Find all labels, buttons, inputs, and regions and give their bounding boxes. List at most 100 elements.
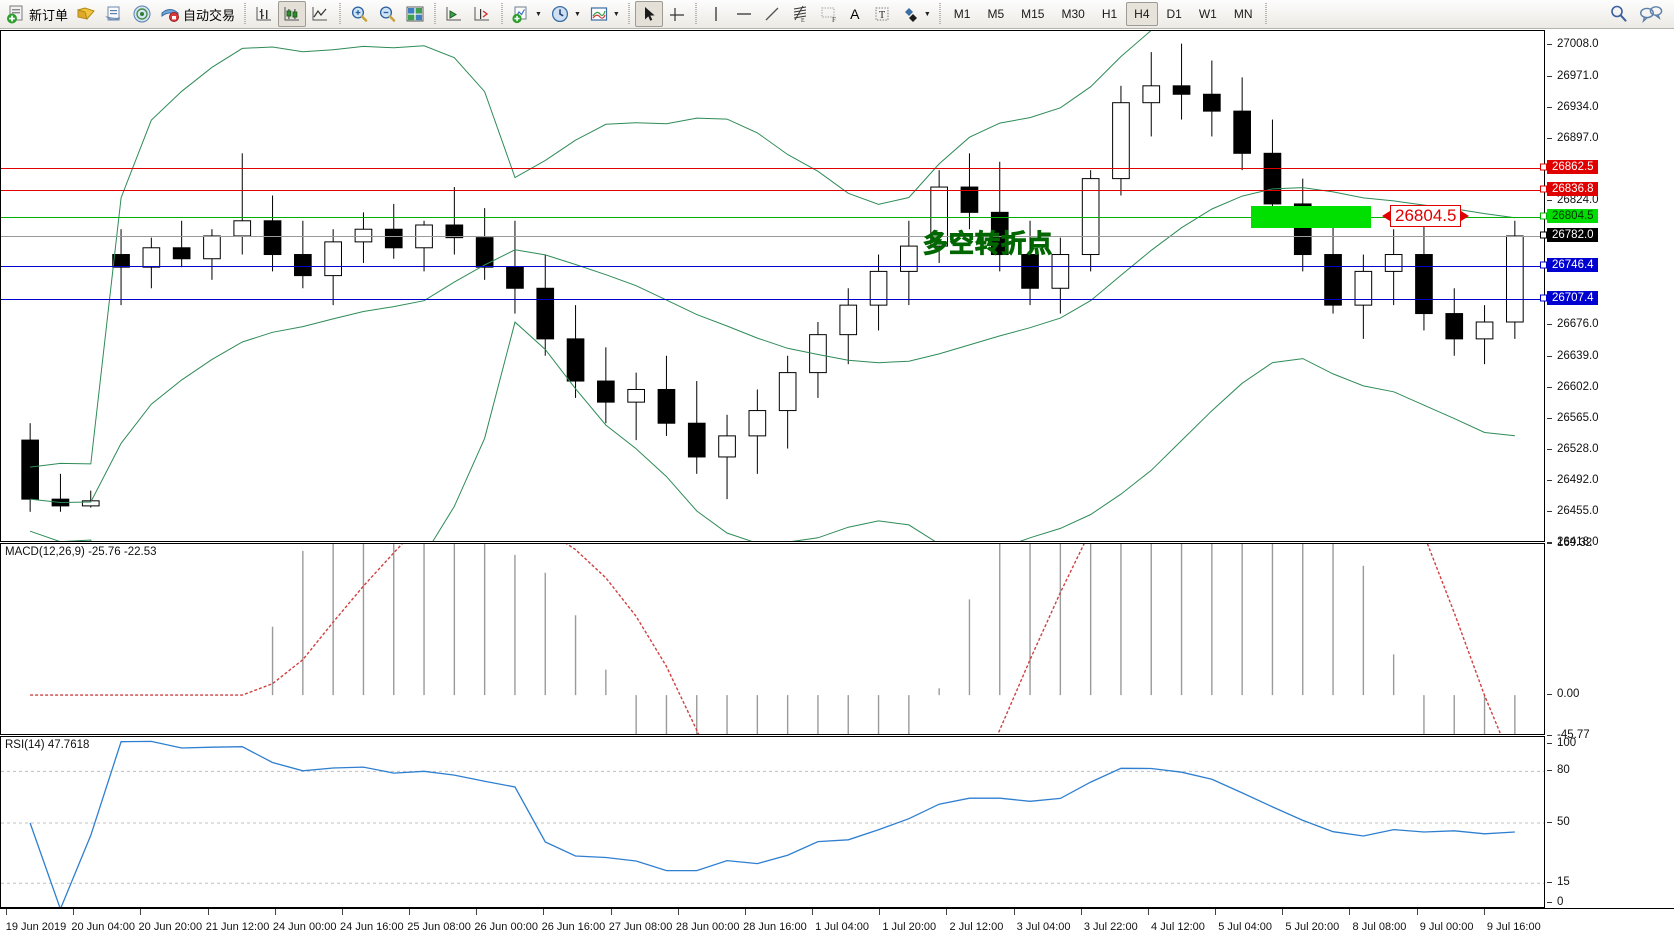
text-box-button[interactable]: T <box>868 1 896 27</box>
price-tick: 26455.0 <box>1545 505 1599 517</box>
level-handle[interactable] <box>1540 261 1547 269</box>
chart-annotation-text[interactable]: 多空转折点 <box>922 228 1054 258</box>
level-handle[interactable] <box>1540 294 1547 302</box>
level-handle[interactable] <box>1540 231 1547 239</box>
text-label-box-button[interactable]: F <box>814 1 842 27</box>
shapes-button[interactable]: ▼ <box>896 1 935 27</box>
price-chart-pane[interactable]: 多空转折点 26804.5 <box>0 30 1545 542</box>
trendline-button[interactable] <box>758 1 786 27</box>
price-level-line-support[interactable] <box>1 265 1544 267</box>
fibonacci-icon: E <box>793 5 806 24</box>
price-level-line-last-price[interactable] <box>1 235 1544 237</box>
candlestick <box>597 347 615 424</box>
vertical-line-button[interactable] <box>702 1 730 27</box>
level-handle[interactable] <box>1540 185 1547 193</box>
price-level-label-support[interactable]: 26746.4 <box>1540 257 1598 272</box>
toolbar-right-group <box>1608 3 1674 25</box>
time-tick-label: 4 Jul 12:00 <box>1151 921 1205 933</box>
time-tick-mark <box>610 909 612 915</box>
signals-button[interactable] <box>128 1 156 27</box>
crosshair-button[interactable] <box>663 1 691 27</box>
periods-button[interactable]: ▼ <box>546 1 585 27</box>
timeframe-h1-button[interactable]: H1 <box>1101 7 1118 21</box>
chat-icon[interactable] <box>1638 3 1664 25</box>
timeframe-m5-button[interactable]: M5 <box>987 7 1005 21</box>
zoom-in-icon <box>351 6 368 22</box>
price-tick: 26676.0 <box>1545 318 1599 330</box>
time-tick-label: 9 Jul 16:00 <box>1486 921 1541 933</box>
chart-shift-button[interactable] <box>440 1 468 27</box>
chevron-down-icon[interactable]: ▼ <box>535 10 542 18</box>
time-tick-label: 26 Jun 00:00 <box>474 921 539 933</box>
price-level-line-support[interactable] <box>1 298 1544 300</box>
search-icon[interactable] <box>1608 3 1630 25</box>
level-handle[interactable] <box>1540 212 1547 220</box>
candlestick <box>930 170 948 263</box>
toolbar-separator <box>498 3 506 25</box>
timeframe-m1-button[interactable]: M1 <box>953 7 971 21</box>
macd-signal-line <box>30 544 1502 734</box>
rsi-tick: 50 <box>1545 816 1570 828</box>
candlestick-chart-button[interactable] <box>278 1 307 27</box>
price-axis-main[interactable]: 27008.0 26971.0 26934.0 26897.0 26824.0 26782… <box>1540 30 1674 548</box>
macd-pane[interactable]: MACD(12,26,9) -25.76 -22.53 <box>0 543 1545 735</box>
toolbar-separator <box>936 3 944 25</box>
price-level-line-pivot[interactable] <box>1 216 1544 218</box>
timeframe-w1-button[interactable]: W1 <box>1198 7 1217 21</box>
price-level-label-support[interactable]: 26707.4 <box>1540 290 1598 305</box>
highlight-rectangle[interactable] <box>1251 205 1371 228</box>
price-tick: 27008.0 <box>1545 38 1599 50</box>
text-button[interactable]: A <box>842 1 868 27</box>
price-level-label-resistance[interactable]: 26862.5 <box>1540 160 1598 175</box>
price-level-label-resistance[interactable]: 26836.8 <box>1540 181 1598 196</box>
auto-scroll-button[interactable] <box>468 1 496 27</box>
zoom-out-button[interactable] <box>373 1 401 27</box>
zoom-out-icon <box>379 6 396 22</box>
price-level-line-resistance[interactable] <box>1 189 1544 191</box>
chevron-down-icon[interactable]: ▼ <box>923 10 931 18</box>
folder-button[interactable] <box>72 1 100 27</box>
price-level-label-last-price[interactable]: 26782.0 <box>1540 227 1598 242</box>
time-tick-label: 24 Jun 16:00 <box>340 921 404 933</box>
metaeditor-button[interactable] <box>100 1 128 27</box>
auto-trading-label: 自动交易 <box>183 7 236 23</box>
timeframe-d1-button[interactable]: D1 <box>1166 7 1182 21</box>
candlestick <box>415 220 433 272</box>
price-level-label-pivot[interactable]: 26804.5 <box>1540 208 1598 223</box>
time-tick-mark <box>1416 909 1418 915</box>
time-tick-label: 27 Jun 08:00 <box>608 921 673 933</box>
zoom-in-button[interactable] <box>345 1 373 27</box>
level-handle[interactable] <box>1540 163 1547 171</box>
time-tick-label: 2 Jul 12:00 <box>949 921 1004 933</box>
toolbar-separator <box>336 3 344 25</box>
cursor-button[interactable] <box>634 1 663 27</box>
time-tick-label: 26 Jun 16:00 <box>541 921 606 933</box>
indicators-icon <box>512 6 527 24</box>
tile-windows-icon <box>406 6 424 22</box>
time-tick-mark <box>1080 909 1082 915</box>
auto-trading-button[interactable]: 自动交易 <box>156 1 239 27</box>
macd-axis[interactable]: 169.32 0.00 -45.77 <box>1545 537 1674 741</box>
chevron-down-icon[interactable]: ▼ <box>612 10 620 18</box>
indicators-button[interactable]: ▼ <box>507 1 546 27</box>
price-callout-label[interactable]: 26804.5 <box>1390 204 1462 227</box>
line-chart-button[interactable] <box>306 1 334 27</box>
rsi-pane[interactable]: RSI(14) 47.7618 <box>0 736 1545 908</box>
timeframe-m15-button[interactable]: M15 <box>1021 7 1045 21</box>
candlestick <box>294 220 312 289</box>
rsi-axis[interactable]: 100 80 50 15 0 <box>1545 736 1674 908</box>
templates-button[interactable]: ▼ <box>585 1 624 27</box>
horizontal-line-button[interactable] <box>730 1 758 27</box>
new-order-button[interactable]: 新订单 <box>2 1 72 27</box>
timeframe-mn-button[interactable]: MN <box>1233 7 1253 21</box>
time-tick-mark <box>207 909 209 915</box>
bar-chart-button[interactable] <box>250 1 278 27</box>
tile-windows-button[interactable] <box>401 1 429 27</box>
chevron-down-icon[interactable]: ▼ <box>573 10 581 18</box>
price-tick: 26528.0 <box>1545 443 1599 455</box>
fibonacci-button[interactable]: E <box>786 1 814 27</box>
timeframe-h4-button[interactable]: H4 <box>1126 2 1158 26</box>
timeframe-m30-button[interactable]: M30 <box>1061 7 1085 21</box>
time-axis[interactable]: 19 Jun 2019 20 Jun 04:00 20 Jun 20:00 21 Ju… <box>0 908 1674 950</box>
price-level-line-resistance[interactable] <box>1 168 1544 170</box>
